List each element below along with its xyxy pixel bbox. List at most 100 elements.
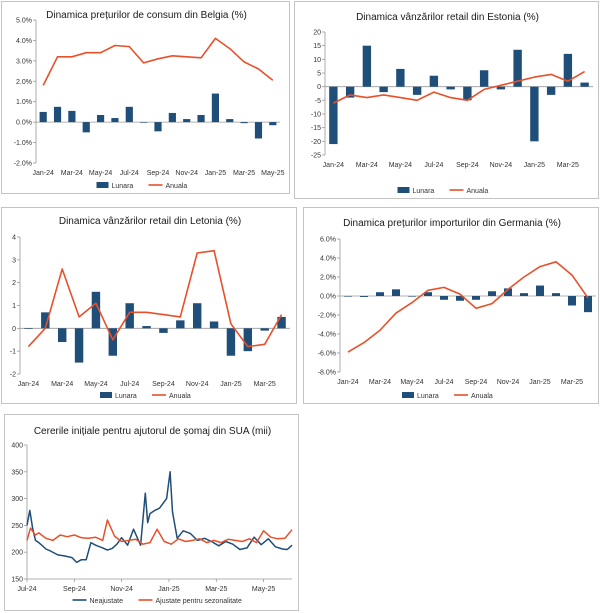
bar-lunara — [108, 328, 118, 356]
y-tick-label: 250 — [11, 523, 23, 530]
legend-label-lunara: Lunara — [413, 188, 435, 195]
legend-swatch-lunara — [402, 392, 414, 398]
y-tick-label: 400 — [11, 443, 23, 450]
chart-panel-germania: Dinamica prețurilor importurilor din Ger… — [303, 207, 599, 404]
bar-lunara — [563, 53, 573, 87]
bar-lunara — [424, 292, 432, 296]
bar-lunara — [408, 296, 416, 297]
bar-lunara — [159, 328, 168, 333]
bar-lunara — [183, 119, 191, 123]
y-tick-label: 0.0% — [320, 294, 336, 301]
bar-lunara — [488, 291, 496, 296]
x-tick-label: Mar-24 — [369, 379, 391, 386]
chart-title: Dinamica vânzărilor retail din Letonia (… — [59, 216, 241, 227]
chart-panel-sua: Cererile inițiale pentru ajutorul de șom… — [4, 414, 299, 611]
legend-label-anuala: Anuala — [169, 393, 191, 400]
x-tick-label: May-25 — [252, 586, 275, 593]
x-tick-label: Jan-25 — [524, 162, 546, 169]
x-tick-label: Mar-25 — [233, 170, 255, 177]
y-tick-label: -6.0% — [318, 351, 336, 358]
y-tick-label: -1 — [10, 349, 16, 356]
bar-lunara — [254, 122, 263, 139]
bar-lunara — [97, 114, 105, 123]
bar-lunara — [209, 321, 219, 329]
y-tick-label: -8.0% — [318, 370, 336, 377]
x-tick-label: May-25 — [261, 170, 284, 177]
bar-lunara — [243, 328, 253, 352]
bar-lunara — [376, 292, 384, 296]
x-tick-label: Nov-24 — [186, 381, 209, 388]
bar-lunara — [57, 328, 67, 343]
y-tick-label: 0 — [12, 326, 16, 333]
y-tick-label: 0 — [317, 84, 321, 91]
bar-lunara — [472, 296, 480, 300]
bar-lunara — [211, 93, 219, 123]
y-tick-label: -2 — [10, 372, 16, 379]
bar-lunara — [176, 320, 185, 329]
x-tick-label: May-24 — [389, 162, 412, 169]
y-tick-label: 4.0% — [16, 38, 32, 45]
y-tick-label: 6.0% — [320, 237, 336, 244]
chart-sua: Cererile inițiale pentru ajutorul de șom… — [11, 426, 293, 605]
legend-swatch-lunara — [397, 187, 410, 193]
chart-germania: Dinamica prețurilor importurilor din Ger… — [318, 218, 596, 400]
y-tick-label: 5.0% — [16, 18, 32, 25]
chart-title: Cererile inițiale pentru ajutorul de șom… — [34, 426, 271, 437]
bar-lunara — [446, 86, 455, 90]
x-tick-label: Mar-24 — [356, 162, 378, 169]
legend: Lunara Anuala — [402, 392, 493, 400]
x-tick-label: Sep-24 — [465, 379, 488, 386]
x-tick-label: Sep-24 — [147, 170, 170, 177]
bar-lunara — [68, 110, 76, 123]
y-tick-label: 350 — [11, 469, 23, 476]
x-tick-label: Jan-25 — [205, 170, 227, 177]
chart-letonia: Dinamica vânzărilor retail din Letonia (… — [10, 216, 290, 400]
bar-lunara — [260, 328, 269, 331]
legend-label-anuala: Anuala — [471, 393, 493, 400]
x-tick-label: Nov-24 — [110, 586, 133, 593]
chart-belgia: Dinamica prețurilor de consum din Belgia… — [14, 10, 285, 190]
bar-lunara — [111, 118, 119, 123]
y-tick-label: 20 — [313, 30, 321, 37]
x-tick-label: May-24 — [84, 381, 107, 388]
y-tick-label: 4.0% — [320, 256, 336, 263]
x-tick-label: Mar-24 — [51, 381, 73, 388]
bar-lunara — [91, 291, 101, 329]
bar-lunara — [536, 285, 544, 296]
chart-title: Dinamica vânzărilor retail din Estonia (… — [356, 12, 539, 23]
y-tick-label: 0.0% — [16, 120, 32, 127]
chart-estonia: Dinamica vânzărilor retail din Estonia (… — [311, 12, 593, 195]
bar-lunara — [362, 45, 372, 87]
bar-lunara — [226, 119, 234, 123]
legend: Neajustate Ajustate pentru sezonalitate — [72, 598, 242, 605]
x-tick-label: Sep-24 — [63, 586, 86, 593]
line-anuala — [347, 260, 589, 353]
legend-label-lunara: Lunara — [112, 183, 134, 190]
chart-title: Dinamica prețurilor importurilor din Ger… — [343, 218, 561, 229]
bar-lunara — [168, 112, 176, 123]
bar-lunara — [142, 326, 151, 329]
y-tick-label: 5 — [317, 71, 321, 78]
bar-lunara — [226, 328, 236, 356]
y-tick-label: 2.0% — [320, 275, 336, 282]
x-tick-label: Jan-24 — [18, 381, 40, 388]
x-tick-label: Jul-24 — [120, 381, 139, 388]
y-tick-label: -25 — [311, 153, 321, 160]
bar-lunara — [568, 296, 576, 306]
bar-lunara — [39, 111, 47, 123]
y-tick-label: 1.0% — [16, 99, 32, 106]
bar-lunara — [412, 86, 422, 95]
y-tick-label: 4 — [12, 235, 16, 242]
bar-lunara — [379, 86, 388, 93]
bar-lunara — [546, 86, 556, 95]
y-tick-label: 150 — [11, 577, 23, 584]
bar-lunara — [504, 288, 512, 296]
bar-lunara — [24, 328, 33, 329]
bar-lunara — [269, 122, 277, 126]
y-tick-label: -2.0% — [318, 313, 336, 320]
bar-lunara — [580, 82, 589, 87]
bar-lunara — [520, 293, 528, 296]
y-tick-label: -5 — [315, 98, 321, 105]
legend: Lunara Anuala — [100, 392, 191, 400]
x-tick-label: Jan-24 — [323, 162, 345, 169]
